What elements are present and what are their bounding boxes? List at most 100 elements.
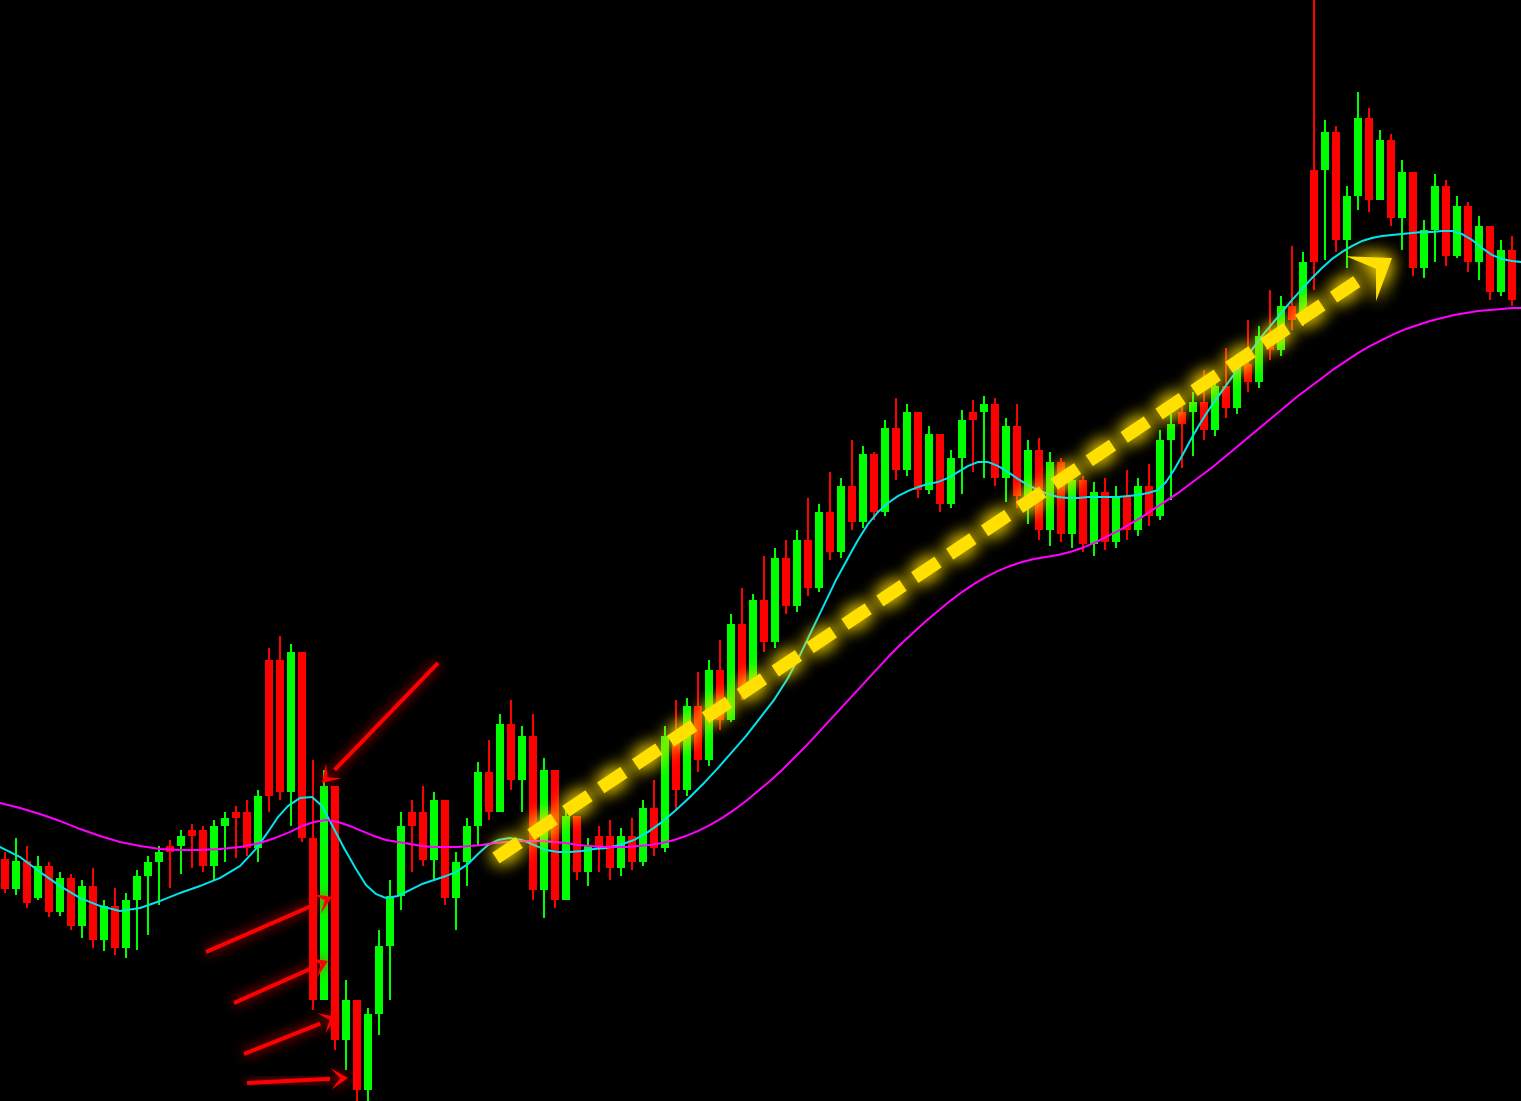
- candle: [892, 398, 900, 480]
- capitulation-callout-4-shaft: [246, 1076, 331, 1085]
- slow-ma-line: [0, 307, 1521, 851]
- candle: [56, 872, 64, 916]
- candle: [1013, 404, 1021, 508]
- candle: [1002, 418, 1010, 502]
- candle: [485, 740, 493, 820]
- candle: [23, 846, 31, 908]
- candle: [342, 980, 350, 1070]
- candle: [936, 434, 944, 512]
- candle: [1321, 120, 1329, 260]
- capitulation-callout-1-head: [312, 893, 332, 914]
- candle: [408, 800, 416, 872]
- candle: [144, 856, 152, 935]
- candle: [1145, 464, 1153, 526]
- bullish-trend-arrow-shaft: [492, 276, 1361, 864]
- candle: [1497, 240, 1505, 296]
- candle: [815, 504, 823, 592]
- candle: [672, 700, 680, 810]
- candle: [111, 888, 119, 955]
- candle: [1167, 414, 1175, 500]
- candle: [518, 726, 526, 812]
- candle: [870, 452, 878, 520]
- candle: [980, 396, 988, 478]
- candle: [1354, 92, 1362, 210]
- candle: [232, 806, 240, 858]
- candle: [331, 786, 339, 1050]
- candle: [804, 498, 812, 596]
- candle: [496, 714, 504, 812]
- candle: [914, 412, 922, 498]
- candle: [529, 714, 537, 900]
- candle: [1134, 478, 1142, 536]
- candle: [1409, 172, 1417, 276]
- candle: [309, 760, 317, 1010]
- candle: [1068, 470, 1076, 548]
- candle: [1079, 476, 1087, 552]
- candle: [1189, 392, 1197, 456]
- candle: [45, 862, 53, 917]
- candle: [661, 726, 669, 852]
- candle: [991, 398, 999, 486]
- candle: [1211, 376, 1219, 436]
- capitulation-callout-3-shaft: [243, 1021, 322, 1056]
- capitulation-callout-3-head: [317, 1013, 337, 1034]
- reversal-candle-callout-shaft: [333, 661, 440, 772]
- candle: [1222, 348, 1230, 418]
- candle: [287, 644, 295, 826]
- candle: [133, 870, 141, 950]
- candle: [1387, 134, 1395, 226]
- candle: [606, 820, 614, 880]
- candle: [837, 478, 845, 558]
- candle: [1123, 470, 1131, 540]
- candle: [1508, 236, 1516, 306]
- candle: [122, 893, 130, 958]
- candle: [947, 450, 955, 508]
- candle: [1343, 186, 1351, 268]
- candle: [298, 652, 306, 842]
- candle: [925, 426, 933, 494]
- candle: [430, 792, 438, 880]
- bullish-trend-arrow-head: [1346, 256, 1392, 302]
- candle: [1420, 220, 1428, 278]
- candle: [177, 830, 185, 874]
- candle: [221, 812, 229, 862]
- candle: [683, 698, 691, 796]
- candle: [628, 818, 636, 870]
- candle: [375, 930, 383, 1035]
- capitulation-callout-2-shaft: [233, 966, 313, 1005]
- candle: [1288, 246, 1296, 330]
- candle: [320, 770, 328, 1000]
- candle: [1453, 196, 1461, 258]
- candle: [89, 868, 97, 948]
- candle: [617, 828, 625, 876]
- candle: [452, 852, 460, 930]
- candle: [1046, 452, 1054, 546]
- candle: [1486, 226, 1494, 300]
- candle: [12, 838, 20, 895]
- candle: [1, 852, 9, 893]
- moving-average-lines: [0, 230, 1521, 912]
- candle: [881, 420, 889, 516]
- candle: [749, 594, 757, 690]
- candle: [463, 818, 471, 886]
- candle: [551, 770, 559, 908]
- candle: [903, 404, 911, 476]
- candle: [1442, 180, 1450, 266]
- candle: [243, 800, 251, 856]
- capitulation-callout-4-head: [330, 1068, 348, 1090]
- candle: [67, 874, 75, 930]
- candle: [386, 880, 394, 1000]
- reversal-candle-callout-head: [322, 763, 342, 783]
- candle: [34, 856, 42, 900]
- candle: [100, 900, 108, 951]
- candle: [848, 440, 856, 530]
- candle: [562, 806, 570, 900]
- candle: [1255, 326, 1263, 388]
- candle: [1431, 174, 1439, 262]
- candle: [694, 672, 702, 772]
- candle: [474, 762, 482, 846]
- candle: [969, 400, 977, 472]
- candle: [1310, 0, 1318, 290]
